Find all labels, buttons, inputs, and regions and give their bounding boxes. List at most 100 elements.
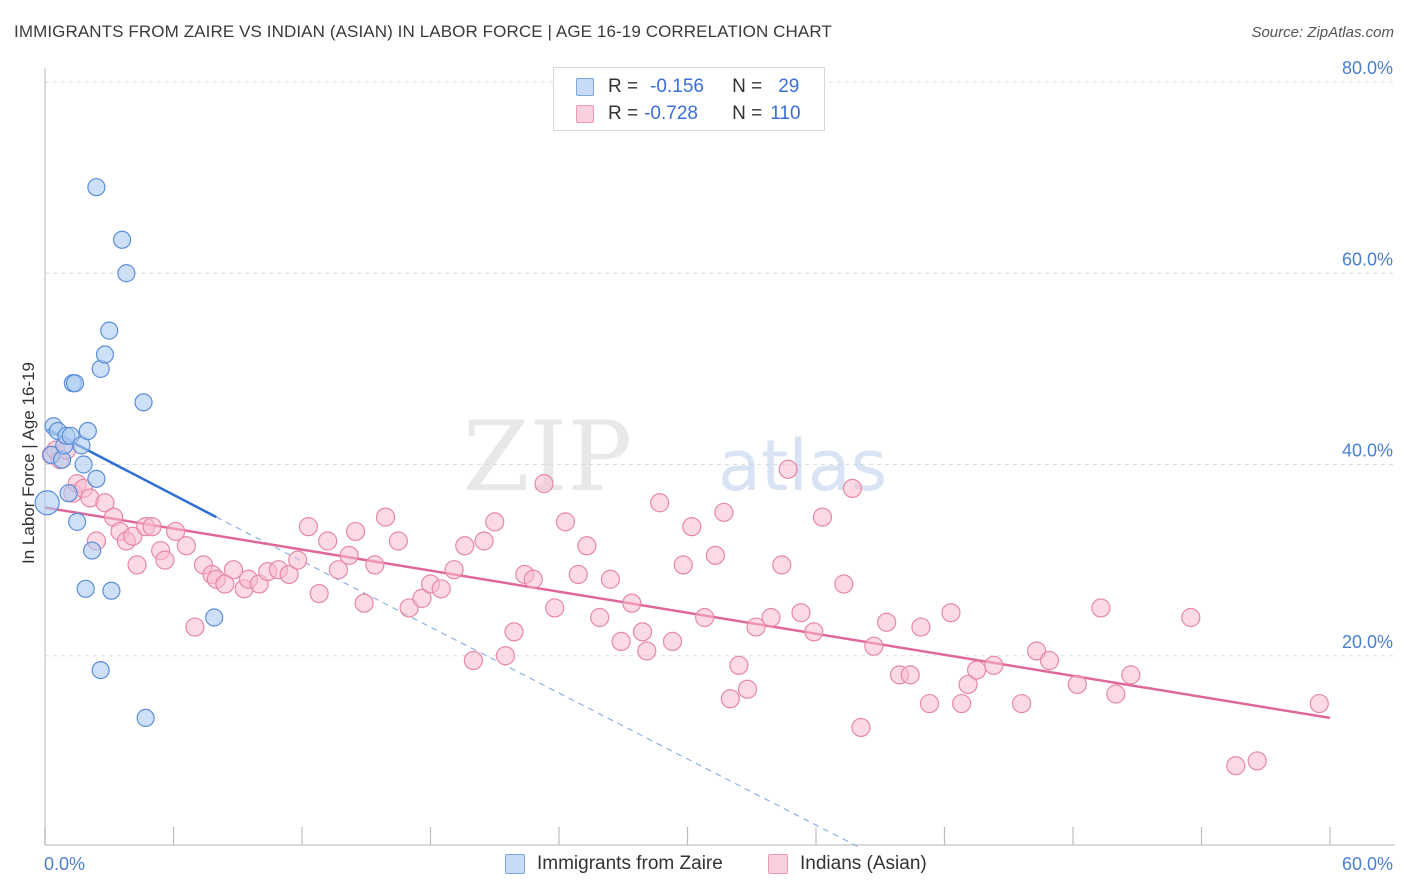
indians-point bbox=[328, 560, 349, 580]
indians-point bbox=[1309, 693, 1329, 714]
indians-point bbox=[720, 689, 740, 709]
indians-point bbox=[375, 507, 396, 527]
indians-point bbox=[463, 650, 483, 671]
indians-point bbox=[412, 588, 432, 608]
bottom-legend-label-zaire: Immigrants from Zaire bbox=[537, 853, 723, 874]
indians-point bbox=[288, 550, 308, 570]
indians-point bbox=[504, 622, 524, 642]
indians-point bbox=[772, 555, 792, 575]
indians-point bbox=[804, 622, 824, 642]
indians-point bbox=[958, 674, 978, 695]
indians-point bbox=[590, 607, 610, 628]
y-tick-label: 20.0% bbox=[1342, 632, 1393, 652]
legend-n-value: 110 bbox=[770, 103, 801, 124]
indians-point bbox=[166, 521, 186, 542]
zaire-point bbox=[136, 708, 155, 728]
indians-point bbox=[339, 545, 359, 565]
zaire-point bbox=[76, 579, 95, 598]
zaire-point bbox=[65, 374, 85, 393]
indians-point bbox=[354, 593, 374, 613]
indians-point bbox=[444, 560, 464, 580]
x-tick-label: 0.0% bbox=[44, 854, 85, 874]
indians-point bbox=[900, 665, 920, 685]
indians-point bbox=[155, 550, 175, 570]
indians-asian-points bbox=[41, 440, 1329, 776]
indians-point bbox=[223, 560, 244, 580]
legend-r-label: R = bbox=[608, 103, 639, 124]
indians-point bbox=[545, 598, 565, 618]
zaire-point bbox=[95, 345, 115, 364]
indians-point bbox=[577, 536, 597, 556]
indians-point bbox=[761, 607, 781, 628]
indians-point bbox=[1067, 674, 1087, 695]
indians-point bbox=[215, 574, 235, 594]
legend-n-label: N = bbox=[732, 76, 763, 97]
indians-point bbox=[523, 569, 543, 589]
indians-point bbox=[714, 502, 734, 522]
zaire-points bbox=[34, 178, 224, 728]
x-tick-label: 60.0% bbox=[1342, 854, 1393, 874]
legend-swatch-blue bbox=[576, 78, 594, 96]
indians-point bbox=[485, 512, 505, 532]
indians-point bbox=[632, 622, 653, 642]
zaire-point bbox=[100, 321, 119, 340]
bottom-legend-zaire: Immigrants from Zaire bbox=[505, 851, 723, 877]
legend-r-label: R = bbox=[608, 76, 639, 97]
indians-point bbox=[1039, 650, 1060, 671]
trend-lines bbox=[44, 428, 1331, 848]
indians-point bbox=[1011, 693, 1032, 714]
zaire-point bbox=[74, 455, 93, 474]
zaire-point bbox=[83, 541, 102, 560]
legend-n-label: N = bbox=[732, 103, 763, 124]
source-label: Source: ZipAtlas.com bbox=[1251, 24, 1394, 41]
zaire-trend-dashed bbox=[216, 516, 860, 848]
indians-point bbox=[534, 474, 554, 494]
indians-point bbox=[622, 593, 642, 613]
zaire-point bbox=[134, 393, 153, 412]
indians-point bbox=[318, 531, 338, 551]
indians-point bbox=[142, 517, 162, 537]
zaire-point bbox=[87, 469, 106, 488]
zaire-point bbox=[205, 608, 224, 627]
indians-point bbox=[611, 631, 631, 652]
indians-point bbox=[1026, 641, 1047, 661]
indians-point bbox=[279, 564, 299, 585]
indians-point bbox=[176, 536, 196, 556]
indians-point bbox=[185, 617, 205, 637]
indians-point bbox=[365, 555, 385, 575]
correlation-legend: R = -0.156 N = 29 R = -0.728 N = 110 bbox=[553, 67, 825, 131]
indians-point bbox=[1226, 756, 1246, 776]
indians-point bbox=[1247, 751, 1267, 771]
indians-point bbox=[877, 612, 897, 632]
bottom-legend-swatch-blue bbox=[505, 854, 525, 874]
y-tick-label: 40.0% bbox=[1342, 441, 1393, 461]
indians-point bbox=[682, 517, 702, 537]
bottom-legend-indians: Indians (Asian) bbox=[768, 851, 927, 877]
legend-r-value: -0.728 bbox=[644, 103, 698, 124]
indians-point bbox=[127, 555, 147, 575]
zaire-point bbox=[78, 421, 97, 441]
indians-point bbox=[298, 517, 319, 537]
indians-point bbox=[1091, 598, 1111, 618]
indians-point bbox=[941, 603, 961, 623]
indians-point bbox=[746, 617, 766, 637]
indians-point bbox=[568, 564, 588, 585]
indians-point bbox=[705, 545, 725, 565]
legend-r-value: -0.156 bbox=[650, 76, 704, 97]
indians-point bbox=[388, 531, 408, 551]
watermark-atlas: atlas bbox=[718, 425, 887, 507]
indians-point bbox=[309, 583, 329, 604]
indians-point bbox=[984, 655, 1004, 675]
indians-point bbox=[791, 603, 811, 623]
zaire-point bbox=[112, 230, 132, 249]
indians-point bbox=[673, 555, 693, 575]
indians-point bbox=[345, 521, 366, 542]
indians-point bbox=[695, 607, 715, 628]
indians-point bbox=[1121, 665, 1141, 685]
bottom-legend-swatch-pink bbox=[768, 854, 788, 874]
zaire-point bbox=[102, 581, 121, 600]
y-axis-label: In Labor Force | Age 16-19 bbox=[19, 362, 38, 564]
indians-point bbox=[1181, 607, 1201, 628]
zaire-point bbox=[87, 178, 106, 197]
